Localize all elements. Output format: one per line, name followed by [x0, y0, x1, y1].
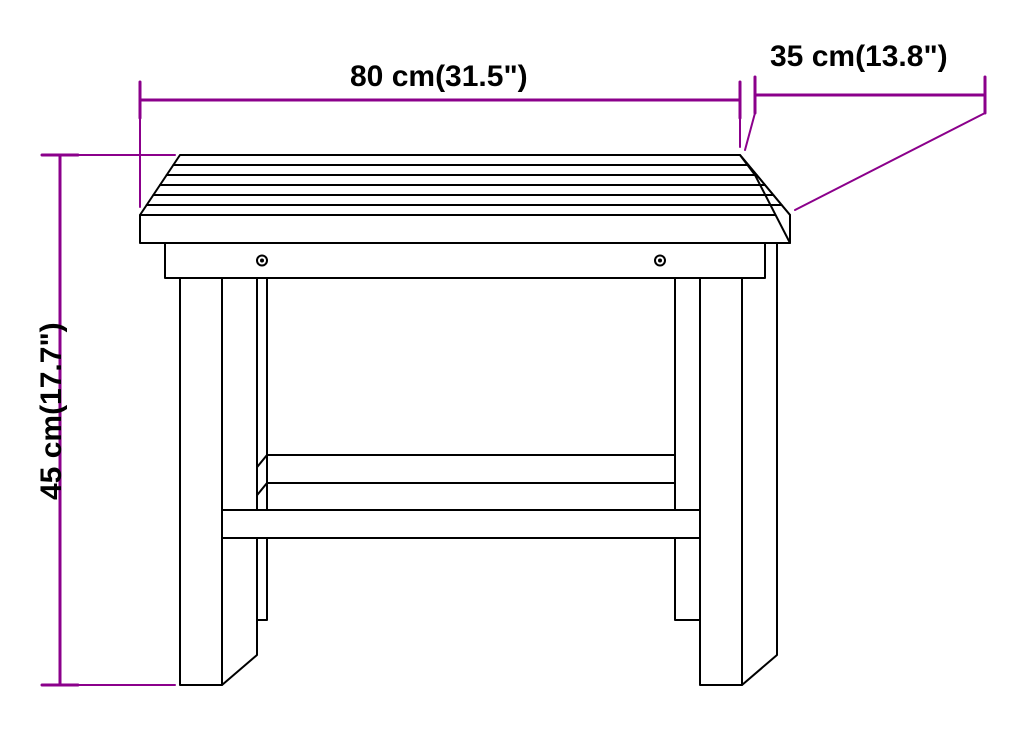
depth-dimension-label: 35 cm(13.8") [770, 40, 948, 74]
bench-dimension-diagram [0, 0, 1020, 754]
height-dimension-label: 45 cm(17.7") [35, 322, 69, 500]
width-dimension-label: 80 cm(31.5") [350, 60, 528, 94]
